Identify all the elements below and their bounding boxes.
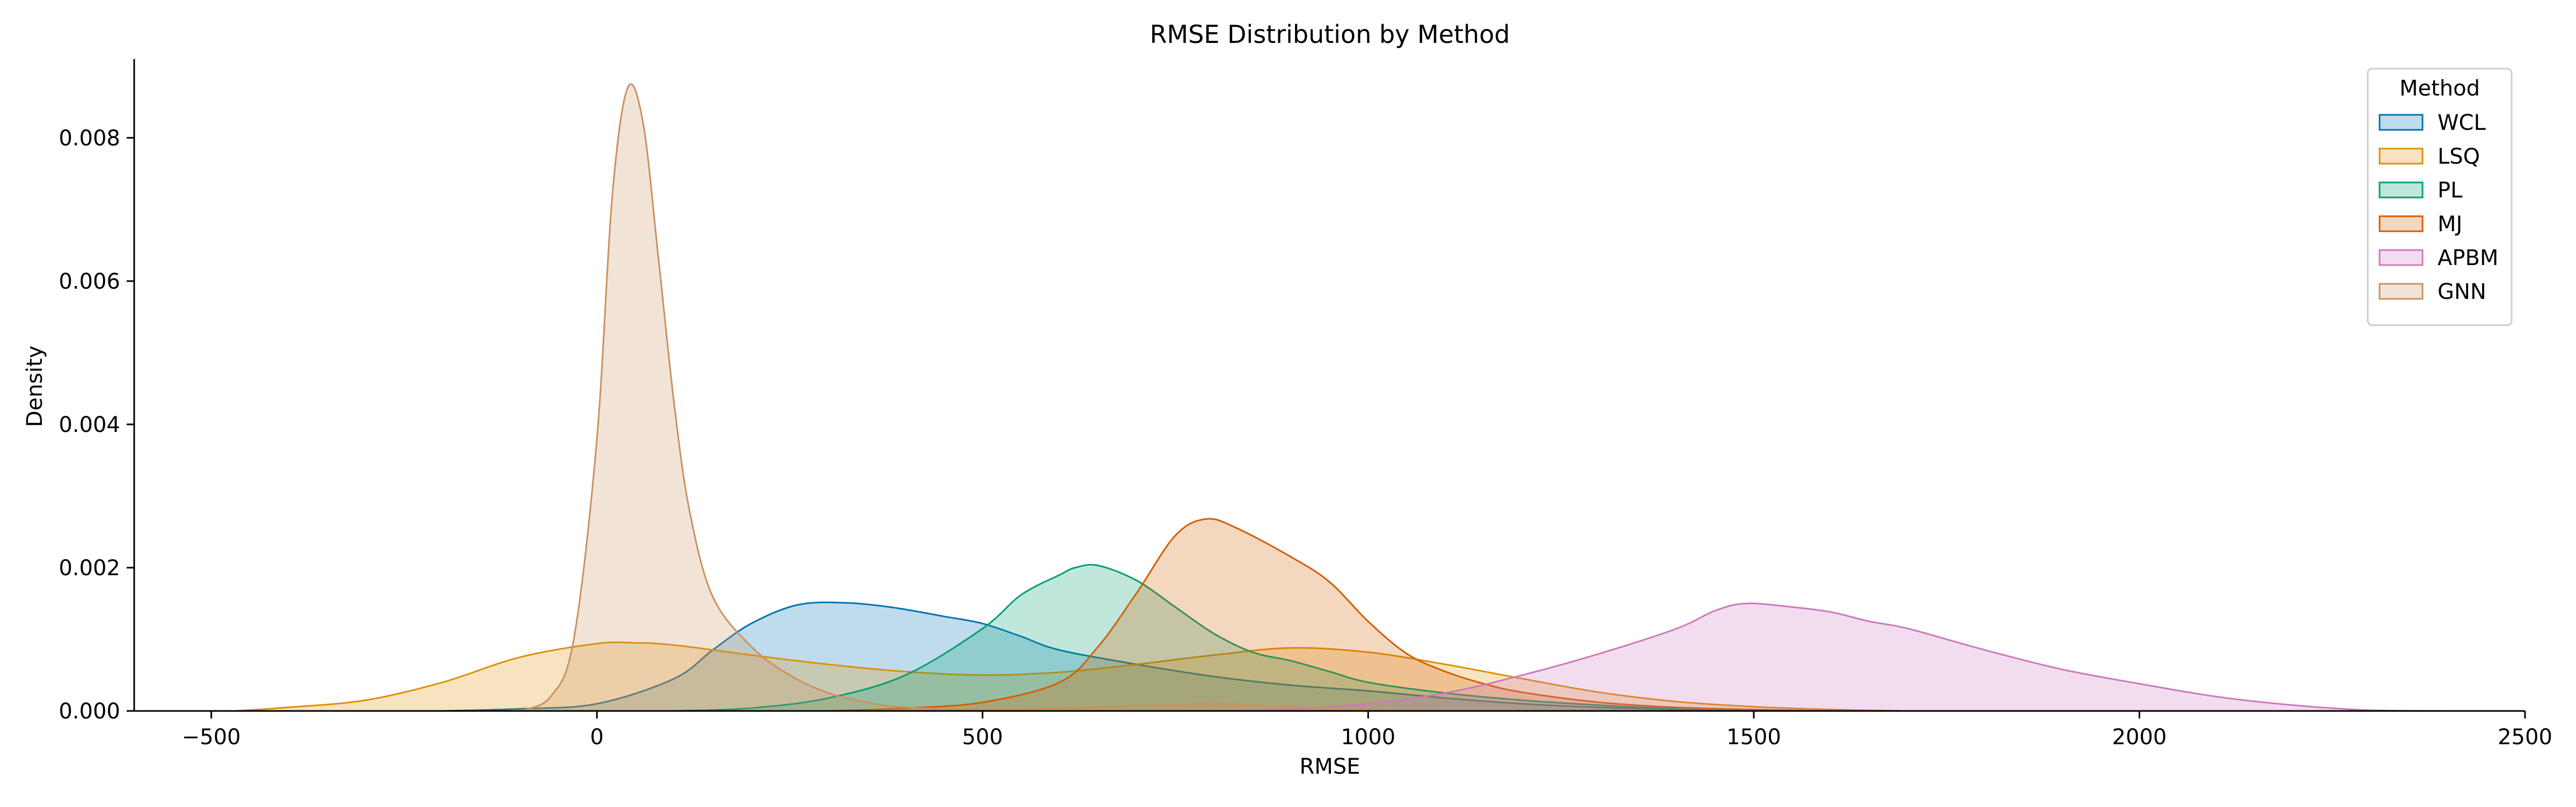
curve-pl [674,564,1754,712]
x-tick-label: 500 [962,725,1003,750]
curve-lsq [234,641,1908,712]
x-ticks: −500 0 500 1000 1500 2000 2500 [182,711,2552,750]
legend-label-apbm: APBM [2438,246,2498,270]
curve-mj [828,518,1831,712]
legend-swatch-pl [2379,181,2424,199]
x-axis-label: RMSE [1300,754,1360,779]
y-ticks: 0.000 0.002 0.004 0.006 0.008 [58,126,134,724]
legend-title: Method [2399,76,2480,101]
area-gnn [519,84,1446,711]
area-pl [674,564,1754,711]
legend-label-mj: MJ [2438,212,2462,237]
legend-swatch-lsq [2379,148,2424,165]
area-lsq [234,642,1908,711]
legend-label-wcl: WCL [2438,111,2486,135]
legend-label-lsq: LSQ [2438,144,2480,169]
x-tick-label: −500 [182,725,241,750]
legend-swatch-gnn [2379,283,2424,300]
x-tick-label: 2500 [2498,725,2552,750]
y-tick-label: 0.004 [58,413,120,437]
area-mj [828,518,1831,711]
x-tick-label: 0 [590,725,604,750]
legend-frame [2367,68,2513,326]
y-axis-label: Density [23,346,47,427]
curve-apbm [1213,603,2448,712]
legend-swatch-wcl [2379,114,2424,131]
chart-title: RMSE Distribution by Method [1150,20,1510,49]
legend-swatch-apbm [2379,249,2424,266]
y-tick-label: 0.002 [58,556,120,581]
y-tick-label: 0.000 [58,699,120,724]
area-wcl [442,602,1754,711]
x-tick-label: 2000 [2112,725,2167,750]
legend-label-pl: PL [2438,178,2463,203]
curve-gnn [519,83,1446,712]
legend-label-gnn: GNN [2438,280,2486,304]
legend: Method WCL LSQ PL MJ APBM GNN [2367,68,2513,326]
curve-wcl [442,601,1754,712]
y-tick-label: 0.006 [58,269,120,294]
x-tick-label: 1500 [1726,725,1781,750]
series-layer [234,83,2448,712]
y-tick-label: 0.008 [58,126,120,151]
x-tick-label: 1000 [1341,725,1395,750]
legend-swatch-mj [2379,215,2424,232]
